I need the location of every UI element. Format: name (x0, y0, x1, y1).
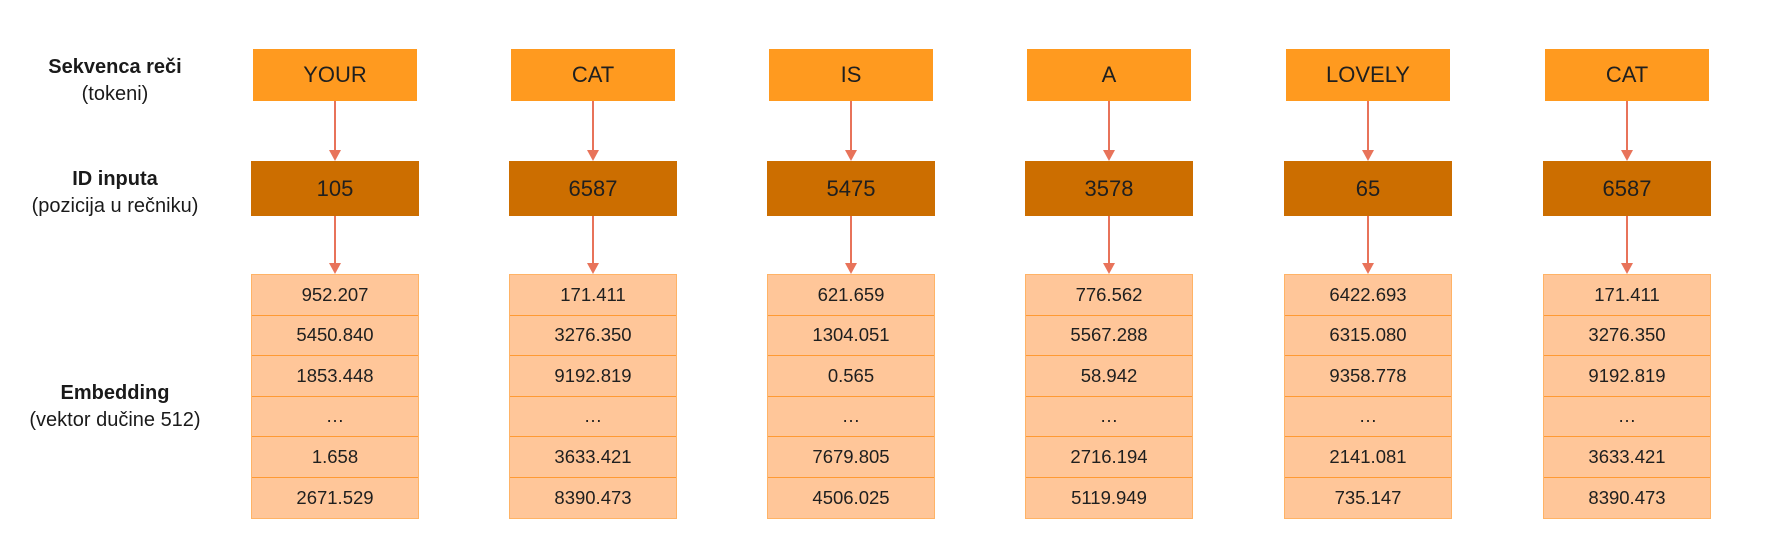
embedding-value-cell: 3633.421 (510, 437, 676, 478)
embedding-value-cell: 9192.819 (510, 356, 676, 397)
embedding-value-cell: 58.942 (1026, 356, 1192, 397)
embedding-value-cell: 7679.805 (768, 437, 934, 478)
embedding-value-cell: 5567.288 (1026, 315, 1192, 356)
embedding-vector: 171.411 3276.350 9192.819… 3633.421 8390.473 (1543, 274, 1711, 519)
embedding-value-cell: … (1544, 396, 1710, 437)
input-id-box: 6587 (509, 161, 677, 216)
token-column: CAT 6587 171.411 3276.350 9192.819… 3633.421 8… (509, 0, 677, 550)
down-arrow-icon (329, 216, 341, 274)
token-column: A 3578 776.562 5567.288 58.942… 2716.194 5119.… (1025, 0, 1193, 550)
input-id-box: 6587 (1543, 161, 1711, 216)
embedding-vector: 776.562 5567.288 58.942… 2716.194 5119.949 (1025, 274, 1193, 519)
input-id-box: 105 (251, 161, 419, 216)
embedding-value-cell: 9358.778 (1285, 356, 1451, 397)
down-arrow-icon (1362, 216, 1374, 274)
down-arrow-icon (587, 101, 599, 161)
row-label-tokens-title: Sekvenca reči (48, 56, 182, 78)
row-label-input-ids-subtitle: (pozicija u rečniku) (31, 195, 199, 217)
embedding-value-cell: 621.659 (768, 275, 934, 316)
embedding-value-cell: 1304.051 (768, 315, 934, 356)
token-box: A (1027, 49, 1191, 101)
embedding-value-cell: 2671.529 (252, 477, 418, 518)
embedding-value-cell: 8390.473 (510, 477, 676, 518)
embedding-value-cell: 952.207 (252, 275, 418, 316)
embedding-value-cell: 171.411 (1544, 275, 1710, 316)
embedding-value-cell: 3633.421 (1544, 437, 1710, 478)
down-arrow-icon (1621, 216, 1633, 274)
embedding-value-cell: 8390.473 (1544, 477, 1710, 518)
down-arrow-icon (1103, 101, 1115, 161)
embedding-value-cell: 735.147 (1285, 477, 1451, 518)
embedding-value-cell: 6315.080 (1285, 315, 1451, 356)
embedding-value-cell: 2141.081 (1285, 437, 1451, 478)
embedding-vector: 621.659 1304.051 0.565… 7679.805 4506.025 (767, 274, 935, 519)
token-column: YOUR 105 952.207 5450.840 1853.448… 1.658 2671… (251, 0, 419, 550)
down-arrow-icon (587, 216, 599, 274)
token-box: CAT (511, 49, 675, 101)
row-label-tokens: Sekvenca reči (tokeni) (0, 54, 230, 108)
row-label-embedding: Embedding (vektor dučine 512) (0, 380, 230, 434)
embedding-value-cell: … (1026, 396, 1192, 437)
embedding-value-cell: 5119.949 (1026, 477, 1192, 518)
row-label-tokens-subtitle: (tokeni) (81, 83, 149, 105)
embedding-value-cell: 6422.693 (1285, 275, 1451, 316)
embedding-value-cell: 2716.194 (1026, 437, 1192, 478)
row-label-input-ids: ID inputa (pozicija u rečniku) (0, 166, 230, 220)
embedding-value-cell: 3276.350 (1544, 315, 1710, 356)
row-label-embedding-subtitle: (vektor dučine 512) (29, 409, 201, 431)
token-column: LOVELY 65 6422.693 6315.080 9358.778… 2141.08… (1284, 0, 1452, 550)
row-label-input-ids-title: ID inputa (72, 168, 158, 190)
embedding-value-cell: … (510, 396, 676, 437)
token-box: LOVELY (1286, 49, 1450, 101)
token-box: IS (769, 49, 933, 101)
embedding-value-cell: 3276.350 (510, 315, 676, 356)
down-arrow-icon (329, 101, 341, 161)
row-label-embedding-title: Embedding (60, 382, 170, 404)
token-box: YOUR (253, 49, 417, 101)
embedding-value-cell: 171.411 (510, 275, 676, 316)
embedding-value-cell: … (1285, 396, 1451, 437)
token-column: CAT 6587 171.411 3276.350 9192.819… 3633.421 8… (1543, 0, 1711, 550)
token-box: CAT (1545, 49, 1709, 101)
input-id-box: 5475 (767, 161, 935, 216)
embedding-value-cell: … (768, 396, 934, 437)
down-arrow-icon (1362, 101, 1374, 161)
down-arrow-icon (845, 101, 857, 161)
input-id-box: 65 (1284, 161, 1452, 216)
embedding-value-cell: 1853.448 (252, 356, 418, 397)
down-arrow-icon (1621, 101, 1633, 161)
token-column: IS 5475 621.659 1304.051 0.565… 7679.805 4506.… (767, 0, 935, 550)
embedding-vector: 171.411 3276.350 9192.819… 3633.421 8390.473 (509, 274, 677, 519)
embedding-vector: 6422.693 6315.080 9358.778… 2141.081 735.147 (1284, 274, 1452, 519)
embedding-value-cell: 5450.840 (252, 315, 418, 356)
embedding-value-cell: … (252, 396, 418, 437)
embedding-value-cell: 0.565 (768, 356, 934, 397)
embedding-value-cell: 1.658 (252, 437, 418, 478)
down-arrow-icon (845, 216, 857, 274)
down-arrow-icon (1103, 216, 1115, 274)
embedding-vector: 952.207 5450.840 1853.448… 1.658 2671.529 (251, 274, 419, 519)
input-id-box: 3578 (1025, 161, 1193, 216)
embedding-value-cell: 4506.025 (768, 477, 934, 518)
embedding-value-cell: 9192.819 (1544, 356, 1710, 397)
embedding-value-cell: 776.562 (1026, 275, 1192, 316)
